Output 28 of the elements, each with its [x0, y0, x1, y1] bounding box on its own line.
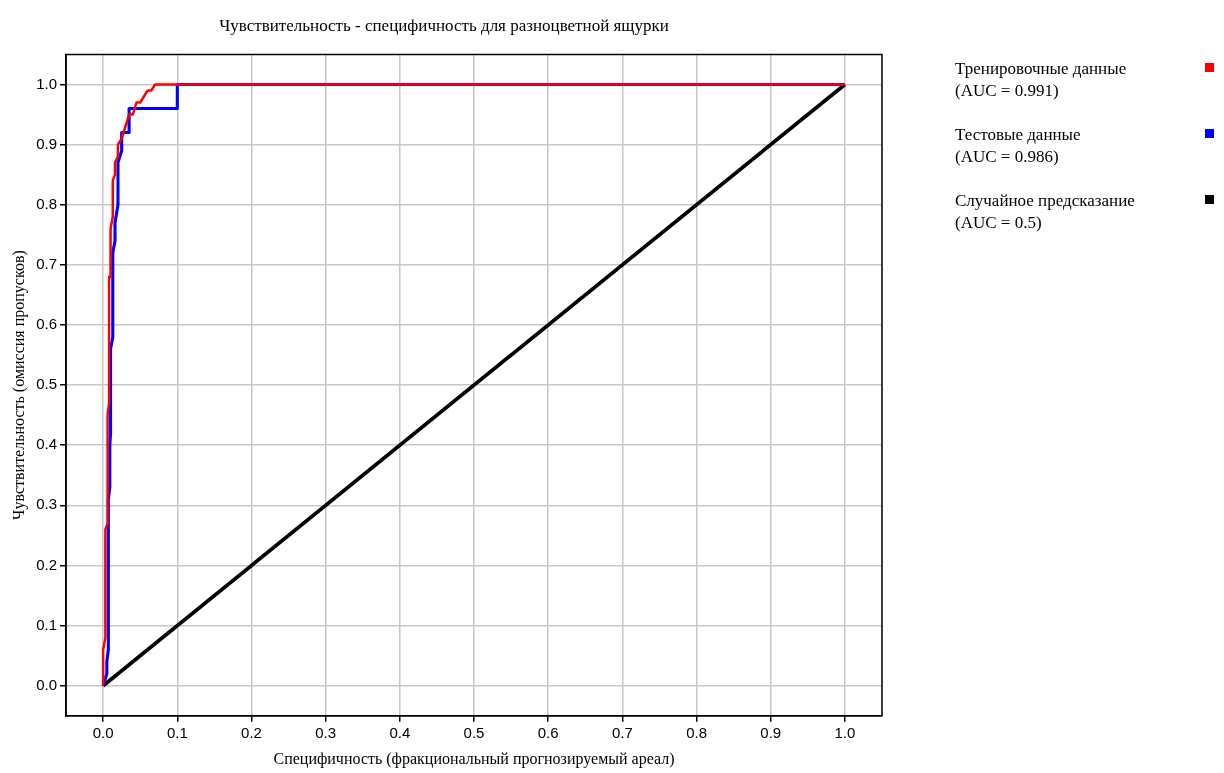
y-tick-label: 0.3 [36, 495, 58, 513]
y-tick-label: 0.6 [36, 315, 58, 333]
x-axis-title: Специфичность (фракциональный прогнозируемый ареал) [273, 749, 675, 768]
chart-title: Чувствительность - специфичность для разноцветной ящурки [219, 15, 669, 35]
x-tick-label: 0.4 [389, 723, 411, 741]
y-tick-label: 1.0 [36, 74, 58, 92]
text: Тестовые данные (AUC = 0.986) [955, 124, 1082, 168]
y-tick-label: 0.9 [36, 134, 58, 152]
x-tick-label: 0.7 [611, 723, 633, 741]
x-tick-label: 0.2 [241, 723, 262, 741]
x-tick-label: 0.9 [760, 723, 782, 741]
text: Тренировочные данные (AUC = 0.991) [955, 58, 1128, 102]
y-tick-label: 0.4 [36, 435, 58, 453]
y-tick-label: 0.1 [36, 615, 58, 633]
y-tick-label: 0.7 [36, 254, 58, 272]
x-tick-label: 0.6 [537, 723, 559, 741]
y-tick-label: 0.5 [36, 375, 58, 393]
y-tick-label: 0.8 [36, 194, 58, 212]
x-tick-label: 0.3 [315, 723, 337, 741]
y-tick-label: 0.0 [36, 675, 58, 693]
y-tick-label: 0.2 [36, 555, 58, 573]
x-tick-label: 0.5 [463, 723, 485, 741]
x-tick-label: 0.8 [686, 723, 707, 741]
text: Случайное предсказание (AUC = 0.5) [955, 190, 1136, 234]
x-tick-label: 1.0 [834, 723, 856, 741]
x-tick-label: 0.1 [166, 723, 188, 741]
x-tick-label: 0.0 [92, 723, 114, 741]
y-axis-title: Чувствительность (омиссия пропусков) [9, 250, 28, 520]
